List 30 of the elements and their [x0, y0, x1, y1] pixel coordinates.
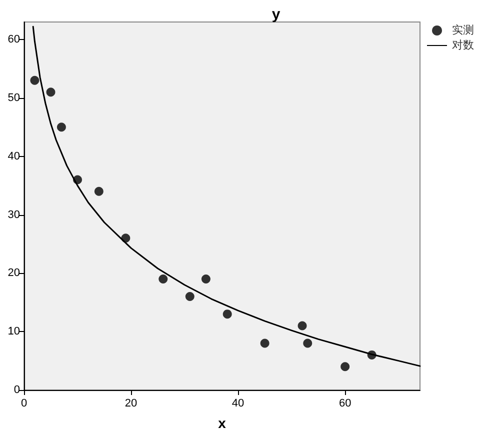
point — [303, 338, 312, 348]
point — [121, 234, 130, 243]
point — [201, 274, 210, 284]
point — [73, 175, 82, 184]
point — [185, 292, 194, 302]
x-tick-label: 40 — [232, 398, 244, 410]
x-tick-label: 0 — [20, 398, 28, 410]
point — [340, 362, 350, 372]
point — [298, 321, 307, 330]
x-tick-label: 20 — [124, 398, 138, 410]
point — [222, 310, 232, 319]
y-tick-label: 40 — [8, 150, 20, 162]
y-tick-label: 20 — [8, 267, 20, 280]
y-tick-label: 60 — [8, 34, 20, 46]
x-tick-label: 60 — [338, 398, 352, 410]
point — [46, 88, 56, 97]
y-tick-label: 0 — [14, 384, 20, 396]
point — [367, 350, 376, 360]
point — [94, 186, 104, 196]
legend-label: 实测 — [452, 24, 474, 36]
y-tick-label: 30 — [8, 208, 20, 221]
point — [30, 76, 40, 85]
x-axis-title: x — [218, 415, 226, 431]
legend-label: 对数 — [452, 38, 474, 52]
y-axis-title: y — [272, 6, 281, 23]
point — [260, 338, 270, 348]
y-tick-label: 10 — [8, 326, 20, 338]
point — [158, 274, 168, 284]
y-tick-label: 50 — [8, 92, 20, 104]
point — [56, 122, 66, 132]
